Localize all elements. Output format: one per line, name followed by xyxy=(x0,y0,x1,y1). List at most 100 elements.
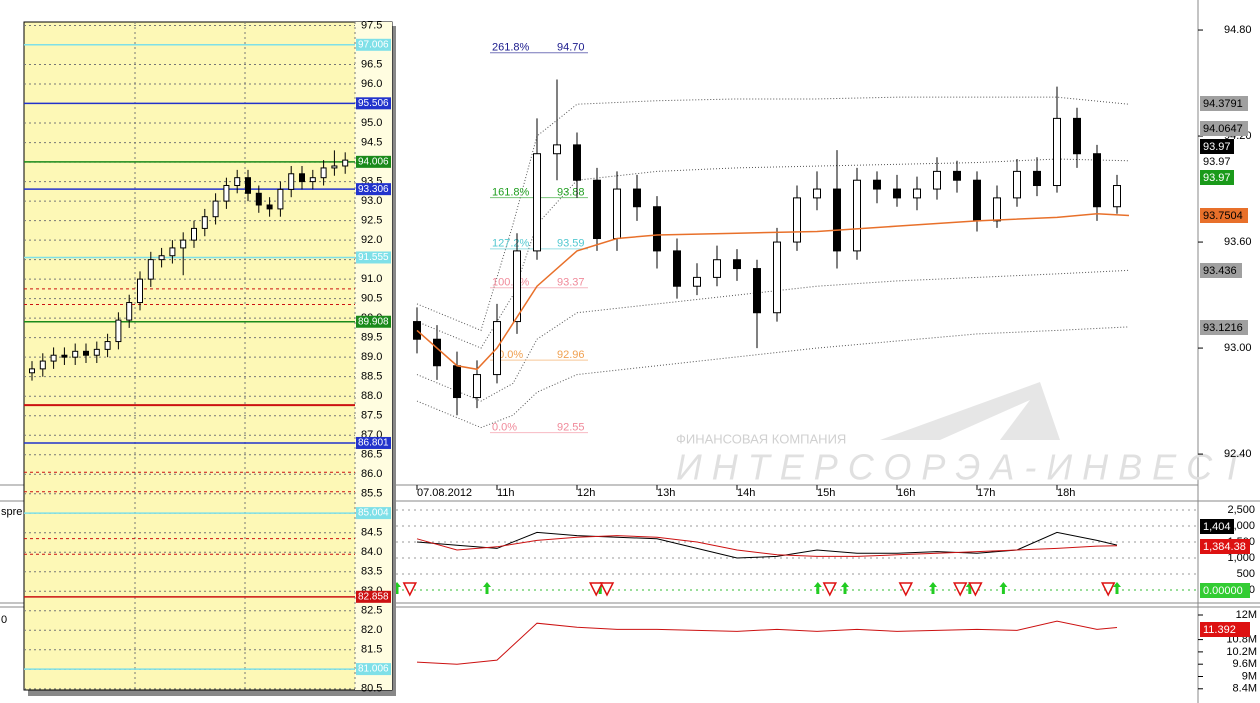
y-tick-label: 89.5 xyxy=(361,332,382,344)
candle-body xyxy=(39,360,46,370)
value-label: 11.392 xyxy=(1203,624,1236,636)
panel-label: spre xyxy=(1,506,22,518)
candle-body xyxy=(933,170,941,190)
sell-arrow xyxy=(952,582,968,597)
fib-value: 93.59 xyxy=(557,238,585,250)
buy-arrow xyxy=(813,582,822,595)
candle-body xyxy=(873,179,881,190)
y-tick-label: 85.5 xyxy=(361,488,382,500)
y-tick-label: 86.0 xyxy=(361,468,382,480)
price-label: 93.97 xyxy=(1203,172,1231,184)
candle-body xyxy=(633,188,641,208)
x-tick-label: 18h xyxy=(1057,487,1075,499)
fib-value: 93.37 xyxy=(557,277,585,289)
band xyxy=(416,158,1130,349)
y-tick-label: 91.0 xyxy=(361,273,382,285)
candle-body xyxy=(93,348,100,356)
candle-body xyxy=(773,241,781,314)
level-box xyxy=(356,663,391,676)
y-tick-label: 90.5 xyxy=(361,293,382,305)
overlay-panel xyxy=(23,21,393,691)
candle-body xyxy=(1013,170,1021,199)
level-box xyxy=(356,155,391,168)
sell-arrow xyxy=(402,582,418,597)
x-tick-label: 13h xyxy=(657,487,675,499)
level-box xyxy=(356,315,391,328)
fib-percent: 0.0% xyxy=(492,421,517,433)
candle-body xyxy=(473,374,481,399)
x-tick-label: 12h xyxy=(577,487,595,499)
fib-value: 92.96 xyxy=(557,349,585,361)
y-tick-label: 500 xyxy=(1237,568,1255,580)
y-tick-label: 82.0 xyxy=(361,624,382,636)
sell-arrow xyxy=(599,582,615,597)
candle-body xyxy=(158,255,165,261)
candle-body xyxy=(653,206,661,252)
y-tick-label: 93.00 xyxy=(1224,342,1252,354)
candle-body xyxy=(299,173,305,183)
candle-body xyxy=(234,177,241,186)
candle-body xyxy=(533,153,541,252)
y-tick-label: 1,000 xyxy=(1227,552,1255,564)
fib-value: 92.55 xyxy=(557,421,585,433)
level-box xyxy=(356,436,391,449)
watermark-line1: ФИНАНСОВАЯ КОМПАНИЯ xyxy=(676,431,846,446)
candle-body xyxy=(342,159,349,167)
candle-body xyxy=(331,165,338,169)
level-label: 94.006 xyxy=(358,156,389,167)
candle-body xyxy=(29,368,35,374)
candle-body xyxy=(223,184,230,202)
level-label: 95.506 xyxy=(358,98,389,109)
level-box xyxy=(356,590,391,603)
y-tick-label: 0 xyxy=(1249,584,1255,596)
candle-body xyxy=(245,177,251,194)
price-box xyxy=(1200,170,1234,185)
y-tick-label: 92.40 xyxy=(1224,448,1252,460)
y-tick-label: 96.0 xyxy=(361,78,382,90)
price-box xyxy=(1200,320,1248,335)
buy-arrow xyxy=(929,582,937,595)
spread-line xyxy=(416,535,1118,557)
buy-arrow xyxy=(999,582,1008,595)
y-tick-label: 84.5 xyxy=(361,527,382,539)
y-tick-label: 87.5 xyxy=(361,410,382,422)
level-label: 86.801 xyxy=(358,438,389,449)
value-label: 1,404 xyxy=(1203,521,1231,533)
fib-percent: 161.8% xyxy=(492,186,530,198)
price-label: 93.436 xyxy=(1203,265,1237,277)
candle-body xyxy=(61,354,68,358)
buy-arrow xyxy=(841,582,849,595)
fib-percent: 261.8% xyxy=(492,42,530,54)
price-label: 94.3791 xyxy=(1203,98,1243,110)
candle-body xyxy=(255,192,262,206)
fib-value: 94.70 xyxy=(557,42,585,54)
y-tick-label: 88.0 xyxy=(361,390,382,402)
y-tick-label: 93.0 xyxy=(361,195,382,207)
candle-body xyxy=(1073,117,1081,155)
y-tick-label: 10.2M xyxy=(1226,646,1257,658)
candle-body xyxy=(50,354,57,362)
y-tick-label: 82.5 xyxy=(361,605,382,617)
candle-body xyxy=(733,259,741,270)
candle-body xyxy=(266,204,273,210)
candle-body xyxy=(433,338,441,367)
level-box xyxy=(356,183,391,196)
sell-arrow xyxy=(588,582,604,597)
y-tick-label: 88.5 xyxy=(361,371,382,383)
candle-body xyxy=(212,200,219,218)
level-box xyxy=(356,38,391,51)
candle-body xyxy=(593,179,601,240)
value-label: 1,384.38 xyxy=(1203,541,1246,553)
x-tick-label: 16h xyxy=(897,487,915,499)
level-label: 97.006 xyxy=(358,39,389,50)
price-label: 93.7504 xyxy=(1203,210,1243,222)
candle-body xyxy=(115,319,122,343)
price-box xyxy=(1200,96,1248,111)
level-label: 91.555 xyxy=(358,252,389,263)
x-tick-label: 14h xyxy=(737,487,755,499)
watermark-line2: ИНТЕРСОРЭА-ИНВЕСТ xyxy=(676,447,1253,488)
level-label: 89.908 xyxy=(358,316,389,327)
y-tick-label: 94.5 xyxy=(361,136,382,148)
candle-body xyxy=(191,227,197,241)
candle-body xyxy=(453,365,461,399)
